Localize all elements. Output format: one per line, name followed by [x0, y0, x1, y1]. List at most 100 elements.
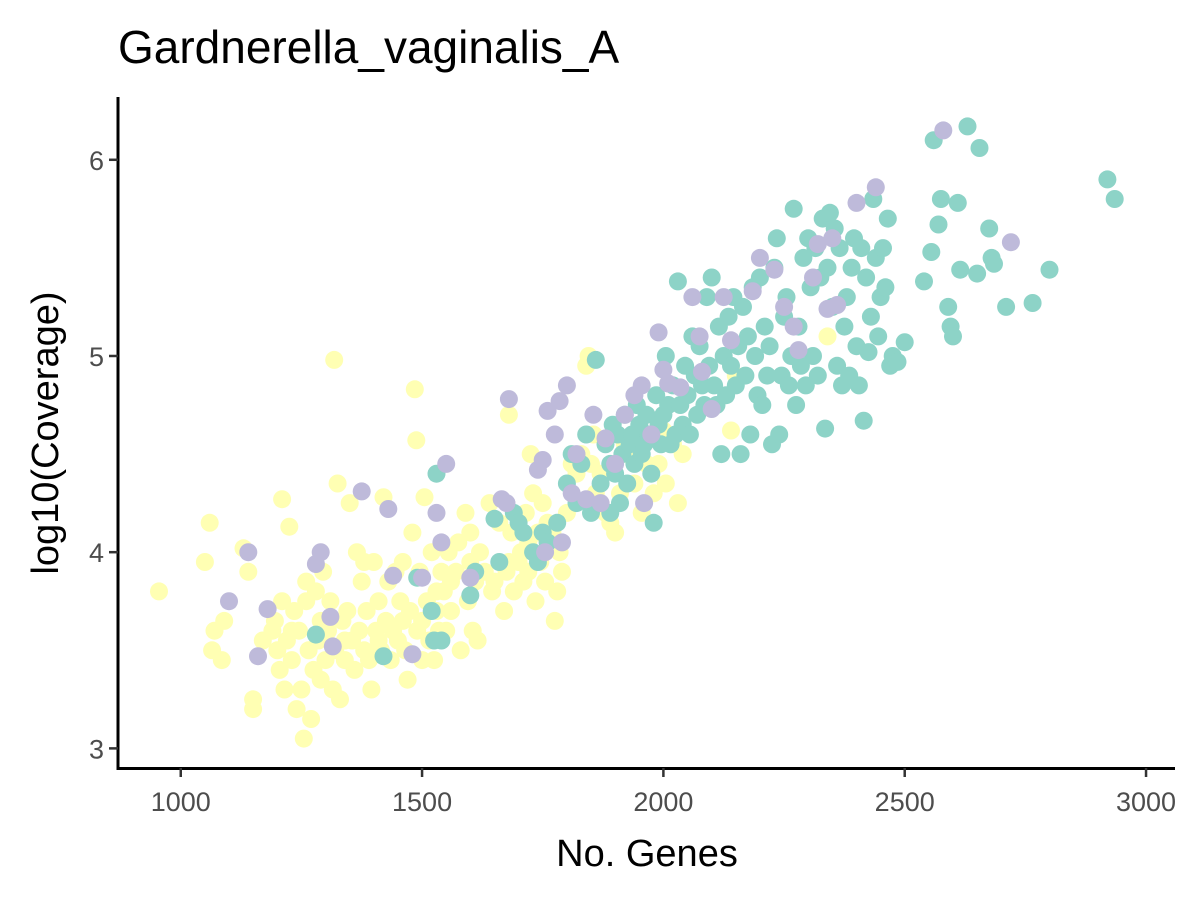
data-point [577, 490, 596, 509]
data-point [808, 366, 827, 385]
data-point [553, 533, 571, 552]
data-point [239, 562, 258, 581]
data-point [485, 509, 504, 528]
data-point [427, 503, 446, 522]
y-axis-ticks: 3 4 5 6 [89, 146, 118, 764]
data-point [1105, 190, 1124, 208]
data-point [888, 352, 907, 371]
data-point [668, 272, 687, 291]
data-point [680, 425, 699, 444]
data-point [736, 366, 755, 385]
data-point [767, 229, 786, 248]
data-point [456, 503, 475, 522]
data-point [461, 568, 480, 587]
data-point [369, 592, 388, 611]
data-point [637, 405, 656, 424]
data-point [693, 362, 711, 381]
chart-title: Gardnerella_vaginalis_A [118, 21, 620, 73]
data-point [495, 602, 514, 620]
data-point [545, 425, 564, 444]
data-point [285, 602, 304, 620]
data-point [311, 543, 330, 562]
data-point [384, 566, 403, 585]
data-point [403, 523, 422, 542]
data-point [432, 631, 451, 650]
data-point [548, 513, 567, 532]
data-point [997, 297, 1016, 316]
data-point [350, 621, 369, 640]
data-point [649, 323, 668, 342]
data-point [784, 199, 803, 218]
data-point [852, 239, 871, 258]
data-point [734, 297, 752, 316]
data-point [413, 568, 432, 587]
data-point [584, 405, 603, 424]
data-point [591, 494, 610, 513]
data-point [490, 553, 509, 571]
data-point [215, 611, 234, 630]
data-point [775, 297, 794, 316]
x-tick-label: 2000 [633, 787, 693, 817]
data-point [606, 454, 625, 473]
data-point [497, 494, 516, 513]
data-point [451, 641, 470, 660]
data-point [596, 429, 615, 448]
data-point [618, 474, 637, 493]
data-point [306, 625, 325, 644]
data-point [847, 193, 866, 212]
data-point [562, 484, 581, 503]
data-point [958, 117, 977, 136]
x-axis-ticks: 1000 1500 2000 2500 3000 [151, 768, 1176, 817]
data-point [719, 307, 738, 326]
data-point [485, 572, 504, 591]
data-point [866, 178, 885, 197]
data-point [280, 517, 299, 536]
data-point [273, 490, 292, 509]
data-point [869, 327, 888, 346]
data-point [857, 268, 876, 287]
data-point [374, 647, 393, 666]
data-point [722, 421, 740, 440]
data-point [393, 553, 412, 571]
data-point [934, 121, 953, 140]
data-point [915, 272, 933, 291]
data-point [951, 260, 970, 279]
data-point [878, 209, 897, 228]
data-point [355, 553, 374, 571]
data-point [644, 513, 663, 532]
data-point [297, 592, 316, 611]
data-point [944, 327, 962, 346]
data-point [287, 700, 306, 719]
data-point [931, 190, 950, 208]
data-point [743, 282, 762, 301]
data-point [859, 343, 878, 362]
data-point [538, 401, 557, 420]
data-point [338, 602, 357, 620]
y-tick-label: 6 [89, 146, 104, 176]
data-point [275, 680, 294, 699]
data-point [741, 425, 760, 444]
data-point [656, 474, 675, 493]
data-point [321, 592, 340, 611]
data-point [702, 268, 721, 287]
data-point [328, 474, 347, 493]
data-point [294, 729, 313, 748]
x-tick-label: 1000 [151, 787, 211, 817]
data-point [258, 600, 277, 619]
data-point [323, 637, 342, 656]
data-point [632, 376, 651, 395]
data-point [816, 419, 835, 438]
data-point [895, 333, 914, 352]
data-point [654, 360, 673, 379]
data-point [784, 317, 803, 336]
y-axis-label: log10(Coverage) [25, 291, 67, 574]
data-point [753, 396, 772, 414]
data-point [714, 288, 733, 307]
data-point [642, 464, 661, 483]
data-point [1040, 260, 1059, 279]
data-point [804, 347, 822, 365]
data-point [635, 494, 654, 513]
data-point [461, 523, 480, 542]
data-point [738, 327, 757, 346]
